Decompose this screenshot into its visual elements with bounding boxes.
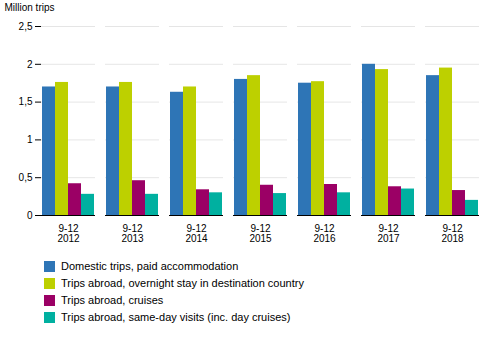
- svg-text:9-122015: 9-122015: [249, 223, 272, 244]
- html-text:Trips abroad, cruises: Trips abroad, cruises: [61, 294, 164, 306]
- svg-text:9-122012: 9-122012: [57, 223, 80, 244]
- svg-text:9-122016: 9-122016: [313, 223, 336, 244]
- html-text:Trips abroad, overnight stay i: Trips abroad, overnight stay in destinat…: [61, 277, 304, 289]
- svg-text:2: 2: [27, 59, 33, 70]
- svg-text:2,5: 2,5: [19, 21, 33, 32]
- svg-text:9-122018: 9-122018: [441, 223, 464, 244]
- svg-text:0,5: 0,5: [19, 172, 33, 183]
- html-text:Domestic trips, paid accommoda: Domestic trips, paid accommodation: [61, 260, 239, 272]
- svg-text:9-122013: 9-122013: [121, 223, 144, 244]
- svg-text:Million trips: Million trips: [5, 2, 55, 13]
- svg-text:0: 0: [27, 210, 33, 221]
- html-text:Trips abroad, same-day visits: Trips abroad, same-day visits (inc. day …: [61, 311, 291, 323]
- svg-text:1,5: 1,5: [19, 96, 33, 107]
- svg-text:1: 1: [27, 134, 33, 145]
- svg-text:9-122014: 9-122014: [185, 223, 208, 244]
- svg-text:9-122017: 9-122017: [377, 223, 400, 244]
